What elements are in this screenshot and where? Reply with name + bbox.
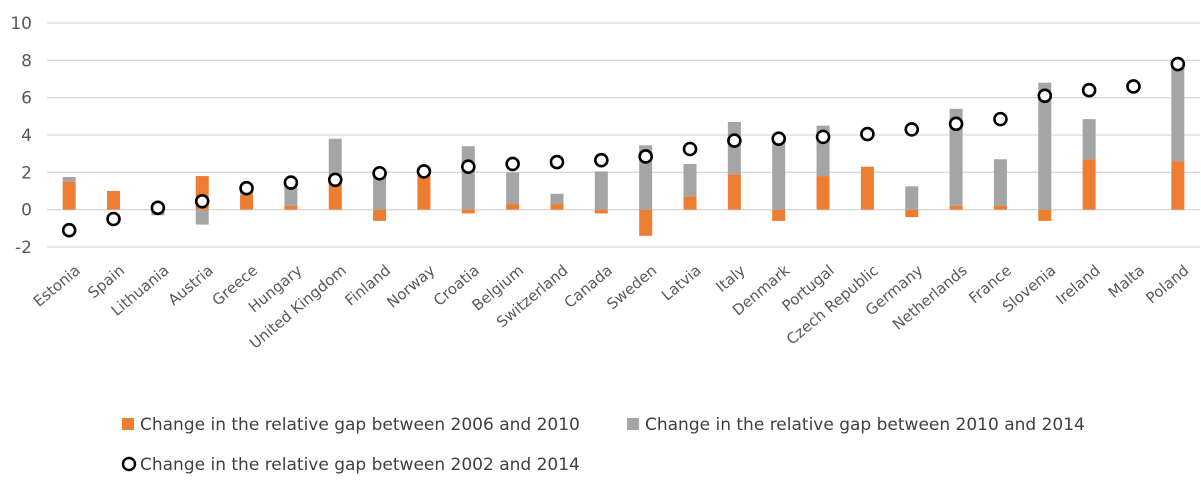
bar-2010-2014 [1082,119,1096,160]
y-tick-label: 2 [21,163,32,183]
x-tick-label: Austria [165,261,217,309]
bar-2006-2010 [328,179,342,210]
bar-2010-2014 [727,121,741,175]
bar-2006-2010 [993,205,1007,210]
y-axis-ticks: -2 0 2 4 6 8 10 [10,14,32,258]
bar-2010-2014 [328,138,342,180]
bar-2006-2010 [1038,209,1052,221]
marker-2002-2014 [283,175,299,190]
gridlines [47,22,1200,248]
bar-2006-2010 [62,181,76,210]
marker-2002-2014 [682,141,698,157]
marker-2002-2014 [194,193,210,209]
bar-2010-2014 [373,172,387,210]
x-tick-label: Malta [1105,261,1148,301]
bar-2010-2014 [683,163,697,197]
bar-2006-2010 [816,176,830,210]
legend: Change in the relative gap between 2006 … [121,415,1085,475]
marker-2002-2014 [904,122,920,137]
bar-2010-2014 [284,185,298,206]
legend-swatch-2006-2010 [122,418,134,430]
x-tick-label: Sweden [603,261,660,313]
marker-2002-2014 [1081,82,1097,98]
bar-2006-2010 [1082,159,1096,210]
marker-2002-2014 [239,180,254,196]
bar-2006-2010 [284,205,298,210]
bar-2010-2014 [905,186,919,210]
y-tick-label: 6 [21,89,32,109]
bar-2006-2010 [594,209,608,214]
bar-2010-2014 [1038,82,1052,210]
marker-2002-2014 [327,172,343,188]
marker-2002-2014 [1126,79,1141,94]
marker-2002-2014 [1170,56,1186,72]
bar-2010-2014 [550,193,564,205]
x-tick-label: Ireland [1052,261,1103,308]
x-axis-ticks: Estonia SpainLithuaniaAustriaGreeceHungar… [30,261,1193,352]
marker-2002-2014 [815,129,831,145]
y-tick-label: 0 [21,201,32,221]
bar-2006-2010 [949,205,963,210]
bar-2006-2010 [727,174,741,210]
bar-2010-2014 [62,177,76,182]
marker-2002-2014 [948,116,964,132]
bar-2006-2010 [905,209,919,218]
x-tick-label: Poland [1142,261,1192,307]
bar-2010-2014 [506,172,520,205]
marker-2002-2014 [549,154,565,170]
bar-2010-2014 [594,171,608,210]
bar-2006-2010 [550,204,564,210]
y-tick-label: 8 [21,51,32,71]
y-tick-label: 4 [21,126,32,146]
marker-2002-2014 [993,111,1008,127]
x-tick-label: Italy [712,261,749,296]
bar-2006-2010 [683,196,697,210]
marker-2002-2014 [638,149,653,164]
marker-2002-2014 [771,131,787,147]
y-tick-label: -2 [15,238,32,258]
marker-2002-2014 [460,159,476,175]
marker-2002-2014 [860,126,875,142]
bar-2010-2014 [772,138,786,210]
bar-2006-2010 [860,166,874,210]
bar-2006-2010 [107,191,121,210]
x-tick-label: Estonia [30,261,84,310]
bar-2010-2014 [1171,64,1185,162]
legend-label-2006-2010: Change in the relative gap between 2006 … [140,415,580,435]
marker-2002-2014 [61,222,77,238]
bar-2010-2014 [461,146,475,210]
marker-2002-2014 [106,211,121,227]
bar-2006-2010 [506,204,520,210]
bar-2006-2010 [461,209,475,214]
y-tick-label: 10 [10,14,32,34]
x-tick-label: Norway [383,261,438,311]
bar-2006-2010 [373,209,387,221]
bar-2006-2010 [417,172,431,210]
legend-marker-2002-2014 [121,456,137,472]
bar-2010-2014 [195,209,209,225]
markers [61,56,1186,238]
legend-label-2002-2014: Change in the relative gap between 2002 … [140,455,580,475]
x-tick-label: Latvia [658,261,705,304]
marker-2002-2014 [372,165,387,181]
bar-2006-2010 [772,209,786,221]
bar-2010-2014 [949,108,963,206]
marker-2002-2014 [416,164,432,179]
marker-2002-2014 [727,133,742,148]
marker-2002-2014 [1037,88,1053,104]
legend-swatch-2010-2014 [627,418,639,430]
bar-2010-2014 [993,159,1007,206]
bar-2006-2010 [639,209,653,236]
legend-label-2010-2014: Change in the relative gap between 2010 … [645,415,1085,435]
bar-2006-2010 [1171,161,1185,210]
marker-2002-2014 [505,156,520,172]
marker-2002-2014 [594,152,609,168]
marker-2002-2014 [150,200,166,216]
bar-2006-2010 [240,194,254,210]
